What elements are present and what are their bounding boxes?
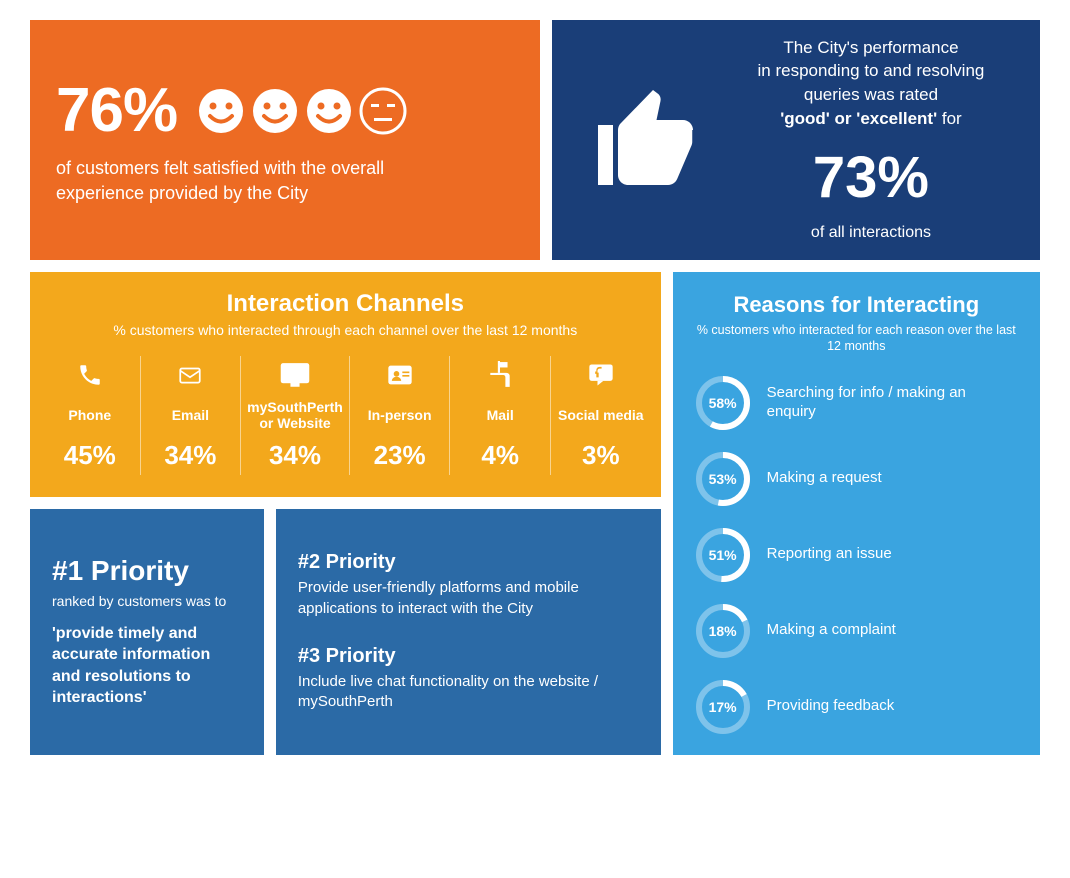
reason-donut: 58% xyxy=(695,375,751,431)
channel-label: In-person xyxy=(368,398,432,432)
performance-rating: 'good' or 'excellent' xyxy=(780,109,937,128)
priority-1-heading: #1 Priority xyxy=(52,555,242,587)
reason-donut: 51% xyxy=(695,527,751,583)
channels-subtitle: % customers who interacted through each … xyxy=(40,322,651,338)
priority-1-quote: 'provide timely and accurate information… xyxy=(52,623,242,709)
channel-item: Social media 3% xyxy=(550,356,651,475)
reason-donut: 53% xyxy=(695,451,751,507)
reason-label: Reporting an issue xyxy=(767,545,892,564)
reason-label: Searching for info / making an enquiry xyxy=(767,384,1018,422)
reason-percent: 58% xyxy=(695,375,751,431)
top-row: 76% of customers felt satisfied with the… xyxy=(30,20,1040,260)
reason-label: Making a complaint xyxy=(767,621,896,640)
reason-item: 17% Providing feedback xyxy=(695,679,1018,735)
reason-donut: 18% xyxy=(695,603,751,659)
email-icon xyxy=(176,360,204,390)
channels-title: Interaction Channels xyxy=(40,290,651,318)
satisfaction-percent: 76% xyxy=(56,75,177,146)
satisfaction-panel: 76% of customers felt satisfied with the… xyxy=(30,20,540,260)
bottom-area: Interaction Channels % customers who int… xyxy=(30,272,1040,755)
performance-line: in responding to and resolving xyxy=(728,59,1014,83)
mail-icon xyxy=(487,360,513,390)
channel-label: Phone xyxy=(68,398,111,432)
performance-percent: 73% xyxy=(728,137,1014,218)
channel-label: Mail xyxy=(487,398,514,432)
reasons-subtitle: % customers who interacted for each reas… xyxy=(695,322,1018,355)
channel-item: Phone 45% xyxy=(40,356,140,475)
channel-value: 4% xyxy=(481,440,519,471)
performance-text: The City's performance in responding to … xyxy=(728,36,1014,245)
performance-line: queries was rated xyxy=(728,83,1014,107)
channel-value: 34% xyxy=(164,440,216,471)
channels-panel: Interaction Channels % customers who int… xyxy=(30,272,661,497)
priority-2-heading: #2 Priority xyxy=(298,551,639,574)
channel-label: Email xyxy=(172,398,209,432)
thumbs-up-icon xyxy=(578,80,718,200)
performance-line: 'good' or 'excellent' for xyxy=(728,107,1014,131)
channel-label: Social media xyxy=(558,398,644,432)
reasons-panel: Reasons for Interacting % customers who … xyxy=(673,272,1040,755)
channel-item: In-person 23% xyxy=(349,356,450,475)
reason-percent: 51% xyxy=(695,527,751,583)
social-icon xyxy=(587,360,615,390)
priority-2-3-panel: #2 Priority Provide user-friendly platfo… xyxy=(276,509,661,755)
reason-item: 51% Reporting an issue xyxy=(695,527,1018,583)
reason-item: 53% Making a request xyxy=(695,451,1018,507)
channel-value: 3% xyxy=(582,440,620,471)
reasons-list: 58% Searching for info / making an enqui… xyxy=(695,375,1018,735)
performance-panel: The City's performance in responding to … xyxy=(552,20,1040,260)
reason-label: Providing feedback xyxy=(767,697,895,716)
priorities-row: #1 Priority ranked by customers was to '… xyxy=(30,509,661,755)
performance-sub: of all interactions xyxy=(728,222,1014,244)
performance-line: The City's performance xyxy=(728,36,1014,60)
left-column: Interaction Channels % customers who int… xyxy=(30,272,661,755)
priority-1-lead: ranked by customers was to xyxy=(52,593,242,609)
reason-label: Making a request xyxy=(767,469,882,488)
channel-value: 45% xyxy=(64,440,116,471)
satisfaction-text: of customers felt satisfied with the ove… xyxy=(56,156,416,205)
priority-3-heading: #3 Priority xyxy=(298,645,639,668)
channel-label: mySouthPerth or Website xyxy=(247,398,343,432)
reasons-title: Reasons for Interacting xyxy=(695,292,1018,318)
reason-item: 58% Searching for info / making an enqui… xyxy=(695,375,1018,431)
channel-value: 34% xyxy=(269,440,321,471)
reason-item: 18% Making a complaint xyxy=(695,603,1018,659)
channel-value: 23% xyxy=(374,440,426,471)
priority-2-text: Provide user-friendly platforms and mobi… xyxy=(298,578,639,619)
reason-percent: 18% xyxy=(695,603,751,659)
channel-item: Email 34% xyxy=(140,356,241,475)
phone-icon xyxy=(77,360,103,390)
reason-percent: 17% xyxy=(695,679,751,735)
person-icon xyxy=(386,360,414,390)
reason-percent: 53% xyxy=(695,451,751,507)
priority-1-panel: #1 Priority ranked by customers was to '… xyxy=(30,509,264,755)
priority-3-text: Include live chat functionality on the w… xyxy=(298,672,639,713)
reason-donut: 17% xyxy=(695,679,751,735)
channel-item: Mail 4% xyxy=(449,356,550,475)
web-icon xyxy=(280,360,310,390)
satisfaction-faces xyxy=(197,87,407,135)
channels-grid: Phone 45% Email 34% mySouthPerth or Webs… xyxy=(40,356,651,475)
channel-item: mySouthPerth or Website 34% xyxy=(240,356,349,475)
